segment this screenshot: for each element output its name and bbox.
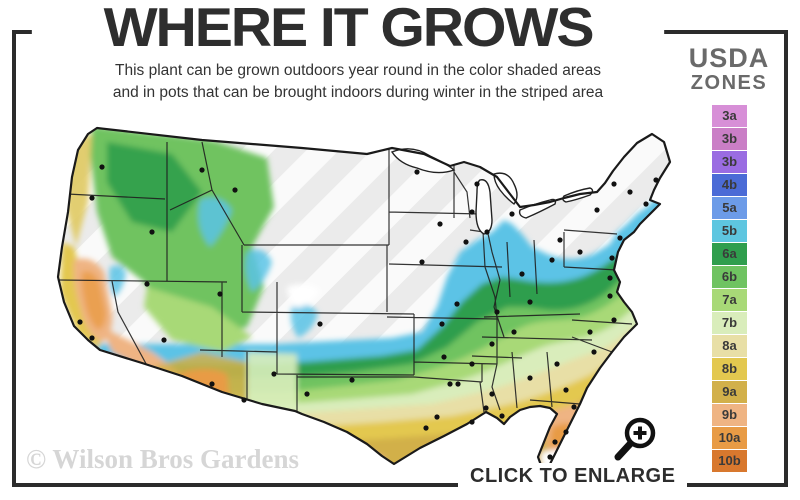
watermark: © Wilson Bros Gardens: [26, 444, 299, 474]
zone-swatch-6a: 6a: [712, 243, 747, 265]
subtitle-line-1: This plant can be grown outdoors year ro…: [115, 62, 601, 79]
zone-legend: 3a 3b 3b 4b 5a 5b 6a 6b 7a 7b 8a 8b 9a 9b 10a 10b: [712, 105, 747, 473]
city-dot: [483, 405, 489, 411]
city-dot: [89, 195, 95, 201]
city-dot: [519, 271, 525, 277]
city-dot: [271, 371, 277, 377]
city-dot: [489, 341, 495, 347]
city-dot: [144, 281, 150, 287]
city-dot: [499, 413, 505, 419]
zone-swatch-5b: 5b: [712, 220, 747, 242]
city-dot: [437, 221, 443, 227]
city-dot: [317, 321, 323, 327]
usda-zone-map[interactable]: [52, 112, 677, 480]
city-dot: [161, 337, 167, 343]
city-dot: [527, 299, 533, 305]
city-dot: [577, 249, 583, 255]
city-dot: [643, 201, 649, 207]
city-dot: [434, 414, 440, 420]
click-to-enlarge-label[interactable]: CLICK TO ENLARGE: [458, 463, 688, 489]
city-dot: [469, 419, 475, 425]
zone-swatch-4b: 4b: [712, 174, 747, 196]
magnifier-plus-icon[interactable]: [610, 414, 662, 466]
city-dot: [447, 381, 453, 387]
city-dot: [414, 169, 420, 175]
city-dot: [611, 317, 617, 323]
city-dot: [653, 177, 659, 183]
lake-superior: [390, 148, 456, 174]
zone-swatch-3b: 3b: [712, 151, 747, 173]
legend-title-zones: ZONES: [690, 72, 768, 94]
city-dot: [441, 354, 447, 360]
zone-swatch-10a: 10a: [712, 427, 747, 449]
city-dot: [494, 309, 500, 315]
city-dot: [563, 387, 569, 393]
city-dot: [209, 381, 215, 387]
zone-swatch-7a: 7a: [712, 289, 747, 311]
lake-michigan: [475, 179, 493, 235]
state-borders: [58, 141, 633, 444]
city-dot: [89, 335, 95, 341]
city-dot: [611, 181, 617, 187]
city-dots: [77, 164, 659, 460]
zone-swatch-8a: 8a: [712, 335, 747, 357]
city-dot: [547, 454, 553, 460]
city-dot: [463, 239, 469, 245]
city-dot: [591, 349, 597, 355]
city-dot: [489, 391, 495, 397]
zone-swatch-8b: 8b: [712, 358, 747, 380]
city-dot: [469, 209, 475, 215]
zone-swatch-9b: 9b: [712, 404, 747, 426]
city-dot: [587, 329, 593, 335]
city-dot: [563, 429, 569, 435]
city-dot: [511, 329, 517, 335]
zone-swatch-5a: 5a: [712, 197, 747, 219]
city-dot: [304, 391, 310, 397]
city-dot: [455, 381, 461, 387]
zone-swatch-9a: 9a: [712, 381, 747, 403]
city-dot: [549, 257, 555, 263]
city-dot: [607, 275, 613, 281]
legend-title-usda: USDA: [688, 43, 770, 73]
city-dot: [199, 167, 205, 173]
city-dot: [349, 377, 355, 383]
subtitle-line-2: and in pots that can be brought indoors …: [112, 83, 604, 101]
zone-swatch-6b: 6b: [712, 266, 747, 288]
city-dot: [527, 375, 533, 381]
city-dot: [419, 259, 425, 265]
city-dot: [552, 439, 558, 445]
city-dot: [454, 301, 460, 307]
us-outline: [56, 126, 672, 470]
city-dot: [627, 189, 633, 195]
city-dot: [607, 293, 613, 299]
city-dot: [484, 229, 490, 235]
city-dot: [594, 207, 600, 213]
city-dot: [423, 425, 429, 431]
city-dot: [99, 164, 105, 170]
city-dot: [554, 361, 560, 367]
legend-title: USDA ZONES: [682, 44, 776, 94]
lake-erie: [518, 198, 557, 219]
subtitle: This plant can be grown outdoors year ro…: [58, 60, 658, 103]
zone-swatch-10b: 10b: [712, 450, 747, 472]
city-dot: [217, 291, 223, 297]
zone-swatch-3a: 3a: [712, 105, 747, 127]
page-title: WHERE IT GROWS: [31, 0, 665, 58]
city-dot: [469, 361, 475, 367]
city-dot: [571, 404, 577, 410]
city-dot: [557, 237, 563, 243]
zone-swatch-7b: 7b: [712, 312, 747, 334]
city-dot: [77, 319, 83, 325]
city-dot: [617, 235, 623, 241]
city-dot: [241, 397, 247, 403]
city-dot: [149, 229, 155, 235]
city-dot: [474, 181, 480, 187]
zone-swatch-3b: 3b: [712, 128, 747, 150]
city-dot: [509, 211, 515, 217]
city-dot: [609, 255, 615, 261]
city-dot: [439, 321, 445, 327]
map-fill-layers: [58, 128, 670, 468]
city-dot: [232, 187, 238, 193]
